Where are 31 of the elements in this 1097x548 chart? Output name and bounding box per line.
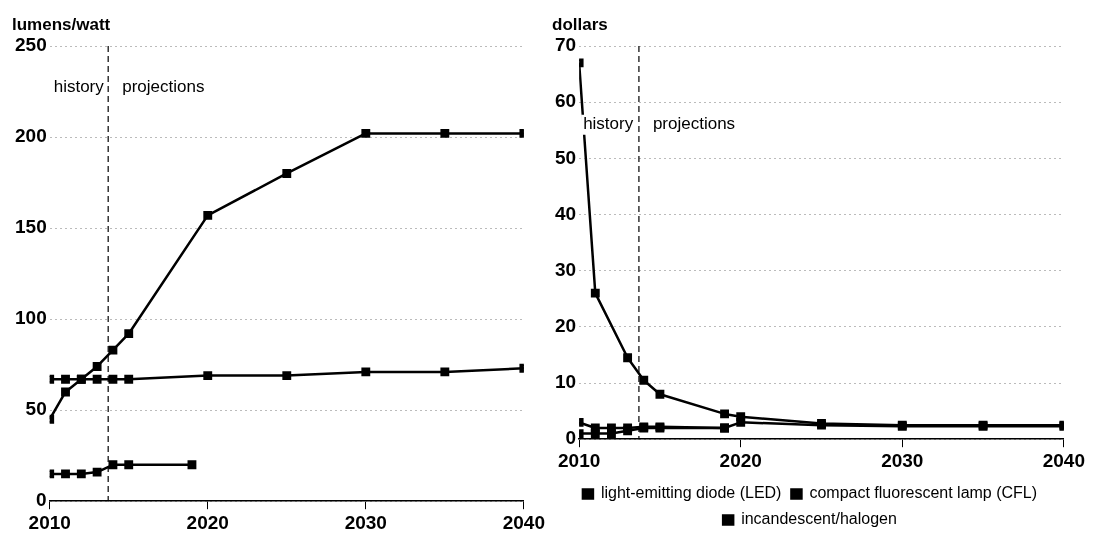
annotation: projections [652, 114, 736, 134]
y-tick-label: 150 [15, 216, 47, 238]
x-tick-label: 2030 [881, 449, 924, 471]
y-tick-label: 250 [15, 34, 47, 56]
y-axis-title: lumens/watt [12, 15, 111, 35]
y-tick-label: 60 [554, 90, 577, 112]
y-tick-label: 100 [15, 307, 47, 329]
legend-label: light-emitting diode (LED) [600, 484, 782, 502]
annotation: history [53, 76, 105, 96]
x-tick-label: 2040 [502, 511, 546, 533]
y-tick-label: 50 [25, 398, 47, 420]
y-tick-label: 40 [554, 202, 577, 224]
x-tick-label: 2020 [719, 449, 762, 471]
x-tick-label: 2040 [1042, 449, 1086, 471]
x-tick-label: 2010 [28, 511, 71, 533]
y-axis-title: dollars [552, 15, 608, 35]
y-tick-label: 10 [554, 371, 577, 393]
annotation: history [583, 114, 634, 134]
legend-label: compact fluorescent lamp (CFL) [809, 484, 1038, 502]
legend-label: incandescent/halogen [741, 510, 897, 528]
y-tick-label: 0 [36, 489, 47, 511]
annotation: projections [122, 76, 205, 96]
y-tick-label: 200 [15, 125, 47, 147]
y-tick-label: 50 [554, 146, 577, 168]
y-tick-label: 30 [554, 258, 577, 280]
x-tick-label: 2030 [344, 511, 387, 533]
x-tick-label: 2020 [186, 511, 229, 533]
y-tick-label: 0 [565, 427, 577, 449]
x-tick-label: 2010 [557, 449, 601, 471]
y-tick-label: 20 [554, 315, 577, 337]
y-tick-label: 70 [554, 34, 577, 56]
